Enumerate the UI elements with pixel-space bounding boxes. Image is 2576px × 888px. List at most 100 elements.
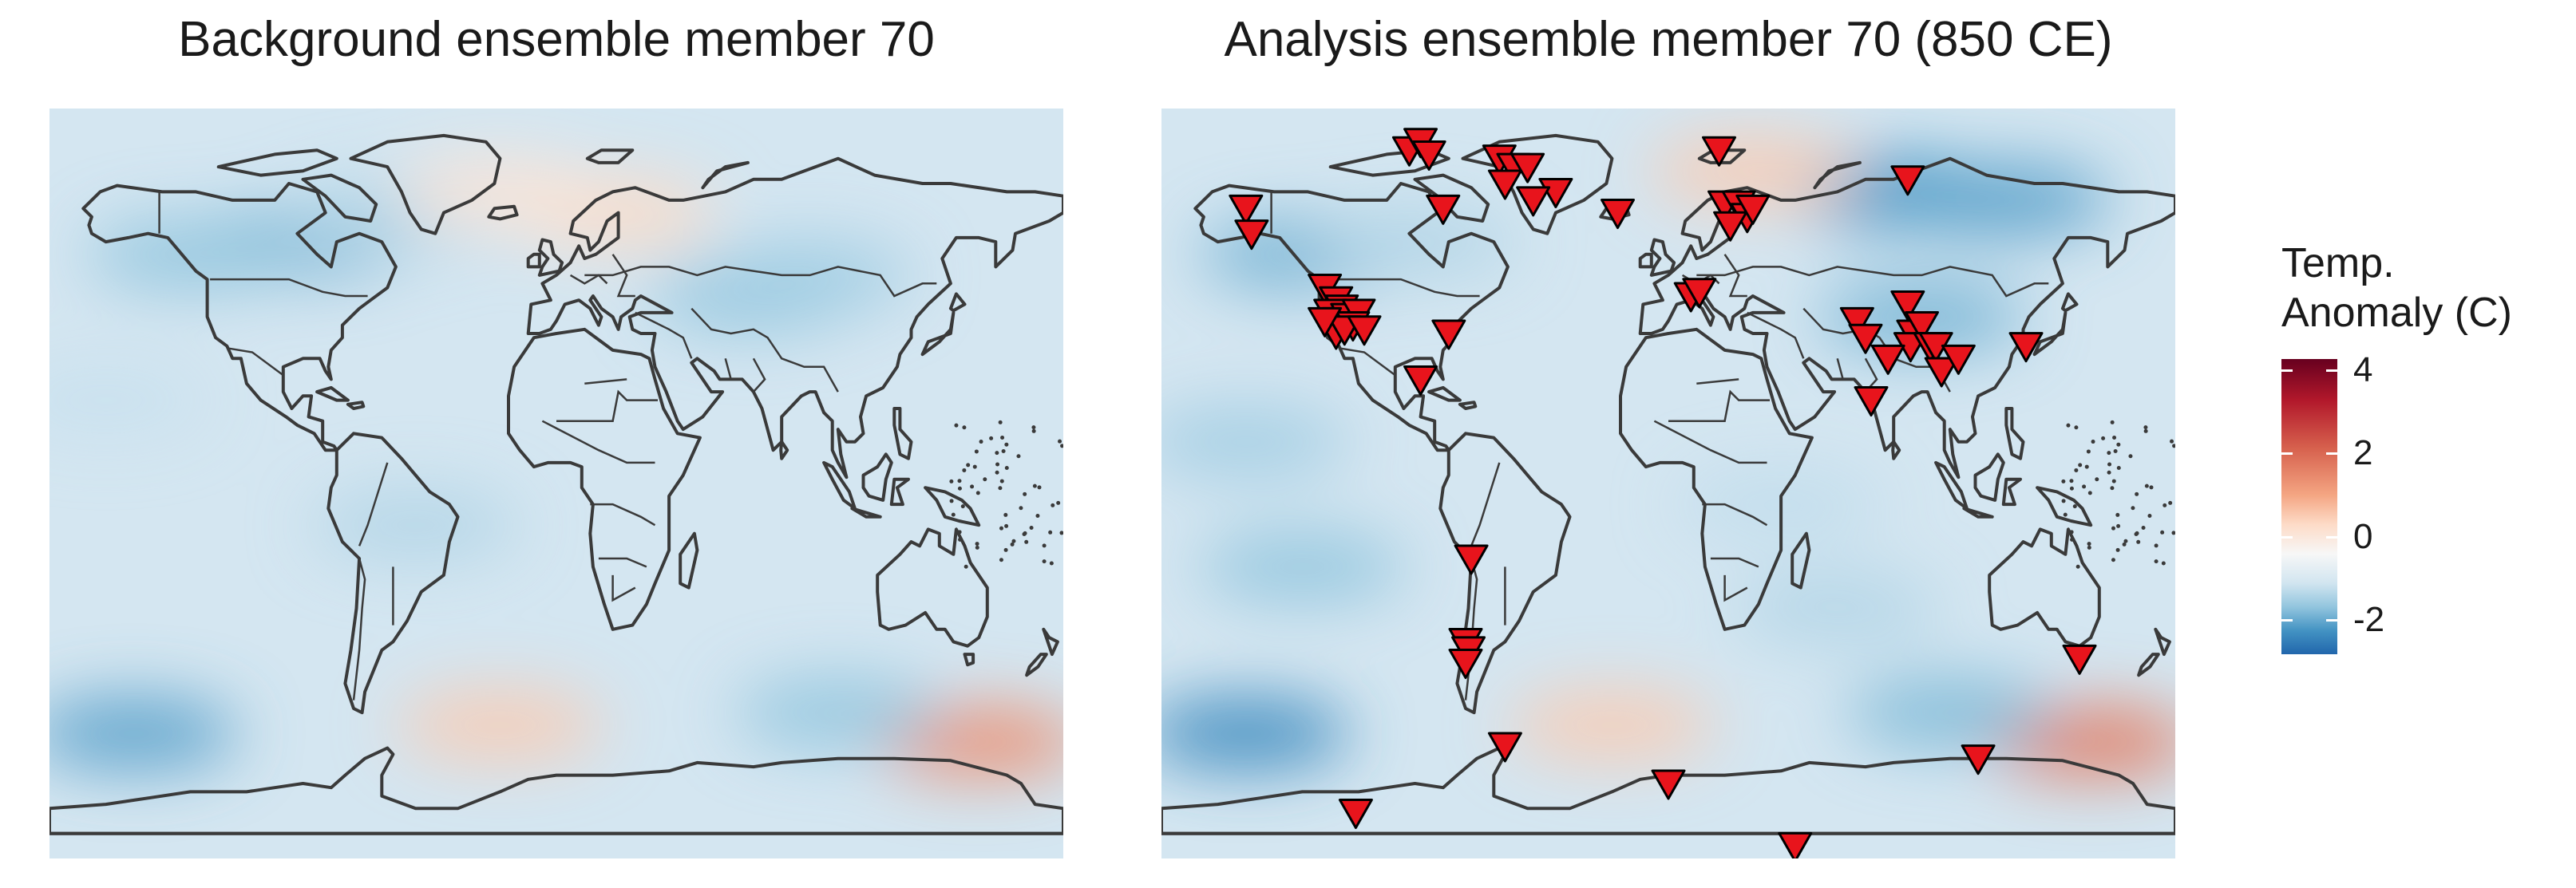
anomaly-cell — [396, 156, 604, 228]
colorbar — [2281, 359, 2337, 654]
island-dot — [2116, 442, 2121, 447]
coastline-britain — [537, 238, 564, 277]
country-border — [1836, 357, 1844, 380]
island-dot — [2136, 539, 2141, 544]
island-dot — [957, 479, 962, 483]
colorbar-tick-label: 4 — [2353, 350, 2373, 389]
island-dot — [2147, 513, 2152, 518]
proxy-site-marker — [1229, 194, 1264, 225]
coastline-hispaniola — [1458, 401, 1478, 410]
coastline-new-zealand-s — [1025, 653, 1048, 677]
coastline-new-guinea — [2036, 486, 2093, 527]
island-dot — [949, 479, 954, 483]
island-dot — [1003, 547, 1008, 552]
coastline-africa — [1619, 327, 1814, 631]
coastline-sri-lanka — [779, 440, 789, 460]
island-dot — [2061, 479, 2066, 483]
proxy-site-marker — [1234, 219, 1269, 251]
proxy-site-marker — [1848, 323, 1883, 354]
panel-title-background: Background ensemble member 70 — [178, 12, 935, 67]
island-dot — [966, 463, 971, 468]
proxy-site-marker — [1854, 386, 1889, 417]
coastline-novaya-zemlya — [1813, 160, 1862, 190]
island-dot — [2160, 530, 2165, 535]
anomaly-cell — [1902, 164, 2111, 236]
tick-mark-0 — [2281, 536, 2293, 539]
island-dot — [2086, 449, 2091, 454]
island-dot — [2087, 491, 2092, 495]
coastline-philippines — [2004, 407, 2025, 460]
island-dot — [2087, 545, 2091, 550]
tick-mark-4-right — [2326, 369, 2337, 372]
coastline-ireland — [526, 252, 541, 269]
proxy-site-marker — [1448, 649, 1483, 680]
proxy-site-marker — [2062, 644, 2097, 675]
island-dot — [1031, 428, 1036, 433]
island-dot — [995, 470, 999, 475]
proxy-site-marker — [1890, 165, 1925, 196]
legend-title-line1: Temp. — [2281, 240, 2395, 286]
coastline-arctic-isles — [216, 148, 338, 177]
island-dot — [957, 486, 962, 491]
island-dot — [2111, 526, 2115, 531]
island-dot — [2072, 504, 2077, 509]
world-map-background — [49, 109, 1063, 858]
island-dot — [1011, 539, 1016, 543]
coastline-cuba — [1427, 385, 1462, 402]
island-dot — [2161, 561, 2166, 566]
island-dot — [2168, 500, 2173, 505]
tick-mark-neg2 — [2281, 619, 2293, 622]
island-dot — [995, 451, 999, 456]
proxy-site-marker — [1347, 315, 1382, 346]
island-dot — [972, 464, 977, 469]
country-border — [584, 266, 937, 298]
country-border — [1322, 278, 1480, 298]
coastline-tasmania — [963, 653, 975, 667]
island-dot — [975, 545, 979, 550]
island-dot — [951, 512, 956, 517]
island-dot — [974, 449, 979, 454]
island-dot — [1004, 442, 1009, 447]
island-dot — [1058, 439, 1062, 444]
tick-mark-2 — [2281, 452, 2293, 455]
island-dot — [1031, 425, 1036, 430]
proxy-site-marker — [1431, 319, 1466, 350]
island-dot — [2107, 451, 2111, 456]
island-dot — [2107, 462, 2112, 467]
country-border — [611, 254, 635, 298]
coastline-new-zealand-n — [1042, 627, 1059, 657]
island-dot — [1023, 531, 1027, 535]
island-dot — [958, 537, 963, 542]
island-dot — [2069, 530, 2074, 535]
island-dot — [2128, 454, 2133, 459]
proxy-site-marker — [1487, 169, 1522, 200]
country-border — [584, 378, 627, 385]
anomaly-cell — [311, 489, 520, 562]
legend-title-line2: Anomaly (C) — [2281, 290, 2512, 336]
island-dot — [2082, 484, 2087, 489]
anomaly-cell — [1648, 135, 1857, 207]
island-dot — [1001, 448, 1006, 453]
proxy-site-marker — [1411, 140, 1446, 171]
island-dot — [1010, 542, 1015, 547]
island-dot — [2172, 444, 2175, 448]
coastline-greenland — [1461, 133, 1614, 235]
proxy-site-marker — [1839, 306, 1874, 337]
anomaly-cell — [49, 364, 210, 436]
island-dot — [983, 477, 987, 482]
proxy-site-marker — [1516, 186, 1551, 217]
proxy-site-marker — [1961, 744, 1996, 776]
island-dot — [995, 462, 1000, 467]
proxy-site-marker — [1454, 544, 1489, 575]
island-dot — [2171, 531, 2175, 535]
island-dot — [2143, 428, 2148, 433]
colorbar-tick-label: -2 — [2353, 600, 2385, 639]
anomaly-cell — [1161, 405, 1350, 478]
island-dot — [2123, 539, 2128, 543]
island-dot — [1000, 436, 1005, 440]
coastline-java — [1962, 507, 1994, 519]
anomaly-cell — [1198, 531, 1407, 603]
island-dot — [2078, 463, 2083, 468]
country-border — [724, 357, 732, 380]
island-dot — [1019, 506, 1023, 511]
